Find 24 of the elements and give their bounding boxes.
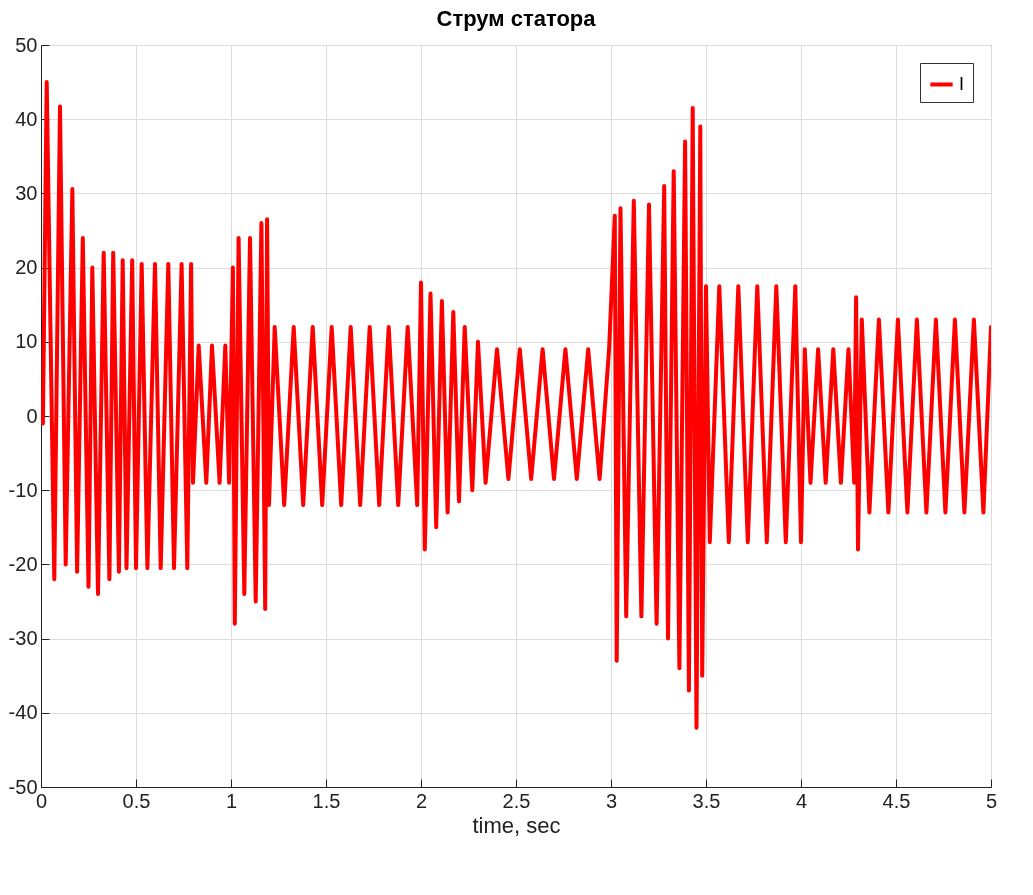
y-tick-label: -40	[8, 701, 38, 724]
x-tick-label: 3	[605, 789, 618, 812]
x-tick-label: 4	[795, 789, 808, 812]
y-tick-label: 0	[26, 404, 38, 427]
x-tick-label: 3.5	[692, 789, 721, 812]
x-tick-label: 5	[985, 789, 998, 812]
x-tick-label: 1	[225, 789, 238, 812]
y-tick-label: 50	[15, 33, 38, 56]
x-tick-label: 0.5	[122, 789, 151, 812]
y-tick-label: -50	[8, 775, 38, 798]
y-tick-label: -30	[8, 627, 38, 650]
y-tick-label: 30	[15, 181, 38, 204]
x-tick-label: 1.5	[312, 789, 341, 812]
x-axis-title: time, sec	[472, 812, 561, 838]
x-tick-label: 2.5	[502, 789, 531, 812]
y-tick-label: -10	[8, 478, 38, 501]
legend-label: I	[959, 73, 965, 94]
y-tick-label: 10	[15, 330, 38, 353]
y-tick-label: 40	[15, 107, 38, 130]
x-tick-label: 4.5	[882, 789, 911, 812]
chart-title: Струм статора	[436, 6, 597, 31]
y-tick-label: -20	[8, 552, 38, 575]
y-tick-label: 20	[15, 256, 38, 279]
x-tick-label: 2	[415, 789, 428, 812]
